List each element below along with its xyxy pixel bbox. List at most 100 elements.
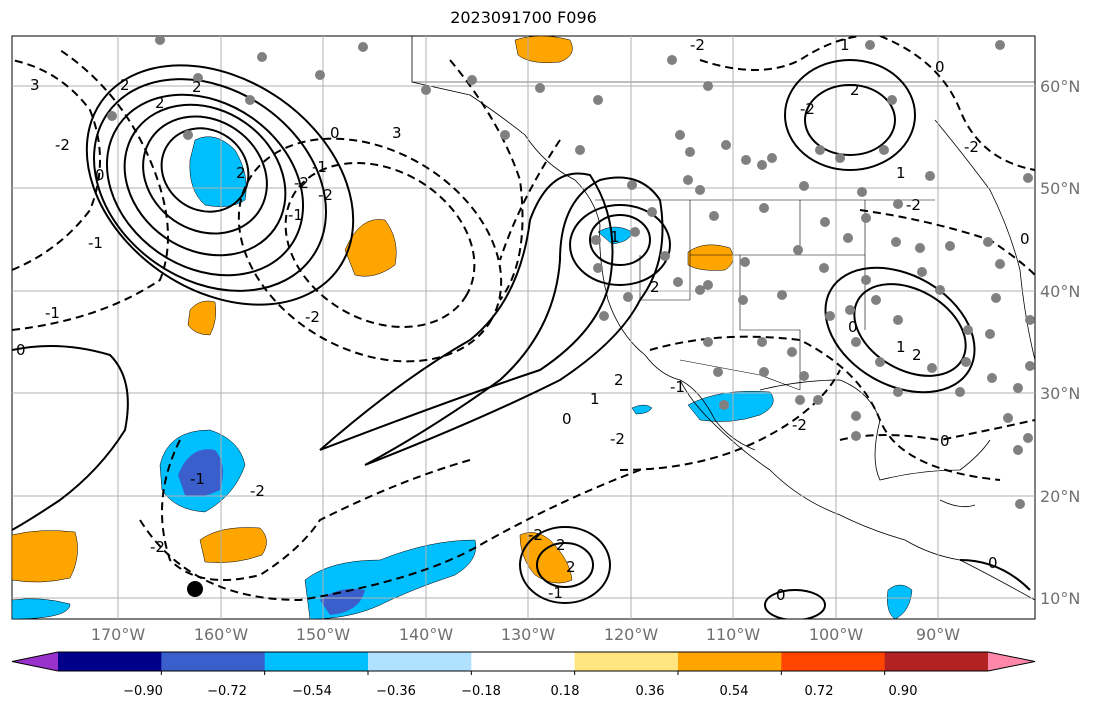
lon-label-130w: 130°W (501, 625, 556, 644)
lon-label-100w: 100°W (809, 625, 864, 644)
contour-label: 2 (912, 346, 922, 364)
contour-label: 1 (896, 338, 906, 356)
shading-regions (12, 36, 913, 619)
contour-label: -2 (150, 538, 165, 556)
contour-label: -1 (312, 158, 327, 176)
contour-label: -2 (690, 36, 705, 54)
contour-label: -1 (190, 470, 205, 488)
latitude-labels: 60°N 50°N 40°N 30°N 20°N 10°N (1040, 77, 1080, 608)
lon-label-140w: 140°W (399, 625, 454, 644)
contour-label: 3 (30, 76, 40, 94)
contour-label: 0 (935, 58, 945, 76)
lat-label-50n: 50°N (1040, 179, 1080, 198)
colorbar-tick-label: 0.18 (551, 684, 580, 699)
longitude-labels: 170°W 160°W 150°W 140°W 130°W 120°W 110°… (91, 625, 960, 644)
shade-orange-west-edge (12, 530, 78, 583)
contour-label: 0 (16, 341, 26, 359)
colorbar-tick-label: −0.90 (123, 684, 163, 699)
solid-contours (12, 59, 1031, 619)
dashed-contours (12, 36, 1035, 602)
contour-label: -2 (305, 308, 320, 326)
contour-label: -1 (670, 378, 685, 396)
contour-label: 1 (896, 164, 906, 182)
contour-label: 2 (566, 558, 576, 576)
contour-label: 1 (610, 228, 620, 246)
contour-label: 0 (940, 432, 950, 450)
colorbar-segment (368, 652, 472, 671)
contour-label: 0 (848, 318, 858, 336)
lon-label-160w: 160°W (194, 625, 249, 644)
contour-label: 0 (1020, 230, 1030, 248)
contour-label: 2 (650, 278, 660, 296)
contour-label: -2 (792, 416, 807, 434)
contour-label: -2 (55, 136, 70, 154)
map-frame (11, 35, 1036, 620)
contour-label: -2 (528, 526, 543, 544)
contour-label: 0 (330, 124, 340, 142)
special-marker (187, 581, 203, 597)
contour-label: -2 (610, 430, 625, 448)
colorbar-tick-label: −0.36 (376, 684, 416, 699)
contour-label: -1 (548, 584, 563, 602)
colorbar-tick-label: −0.54 (292, 684, 332, 699)
colorbar-segment (884, 652, 989, 671)
contour-label: 0 (562, 410, 572, 428)
colorbar-segment (574, 652, 679, 671)
shade-darkblue-south (320, 588, 365, 615)
contour-label: -1 (288, 206, 303, 224)
lon-label-90w: 90°W (916, 625, 960, 644)
contour-label: 0 (95, 166, 105, 184)
shade-blue-gulf-alaska (189, 136, 247, 207)
shade-orange-small-west (187, 300, 217, 336)
colorbar-labels: −0.90 −0.72 −0.54 −0.36 −0.18 0.18 0.36 … (123, 684, 917, 699)
contour-label: -1 (45, 304, 60, 322)
shade-darkblue-hawaii (178, 449, 224, 497)
colorbar-outline (11, 651, 1036, 672)
colorbar-segment (781, 652, 886, 671)
contour-label: 3 (392, 124, 402, 142)
shade-blue-se (887, 584, 913, 619)
colorbar-tick-label: 0.36 (636, 684, 665, 699)
colorbar-segment (161, 652, 266, 671)
shade-blue-mexico (687, 390, 774, 422)
lat-label-20n: 20°N (1040, 487, 1080, 506)
contour-label: 0 (988, 554, 998, 572)
colorbar-segment (471, 652, 576, 671)
contour-label: 2 (120, 76, 130, 94)
contour-label-group: 2 2 3 -1 -2 0 -1 2 3 -2 -2 -1 0 -1 2 -2 … (16, 36, 1030, 604)
contour-label: -2 (294, 174, 309, 192)
contour-label: 2 (850, 81, 860, 99)
station-markers (107, 36, 1035, 509)
colorbar-segment (678, 652, 782, 671)
shade-orange-interior (687, 244, 734, 271)
colorbar-tick-label: −0.18 (461, 684, 501, 699)
contour-label: -2 (800, 100, 815, 118)
contour-label: -2 (906, 196, 921, 214)
contour-label: -2 (318, 186, 333, 204)
contour-label: 2 (236, 164, 246, 182)
contour-label: -2 (250, 482, 265, 500)
contour-label: 2 (192, 78, 202, 96)
colorbar-tick-label: 0.54 (720, 684, 749, 699)
contour-label: 1 (840, 36, 850, 54)
colorbar-segment (58, 652, 162, 671)
contour-label: -2 (964, 138, 979, 156)
lat-label-10n: 10°N (1040, 589, 1080, 608)
lat-label-60n: 60°N (1040, 77, 1080, 96)
plot-title: 2023091700 F096 (450, 8, 597, 27)
lon-label-120w: 120°W (604, 625, 659, 644)
colorbar-tick-label: 0.90 (889, 684, 918, 699)
contour-label: 0 (776, 586, 786, 604)
map-content (12, 36, 1035, 619)
colorbar-extend-high (988, 652, 1035, 671)
lon-label-170w: 170°W (91, 625, 146, 644)
colorbar-tick-label: −0.72 (207, 684, 247, 699)
colorbar-segment (264, 652, 369, 671)
shade-orange-hawaii-s (199, 527, 267, 563)
contour-label: 2 (155, 94, 165, 112)
shade-orange-alaska-top (514, 36, 573, 63)
lon-label-110w: 110°W (706, 625, 761, 644)
lat-label-30n: 30°N (1040, 384, 1080, 403)
contour-label: 2 (556, 536, 566, 554)
colorbar-tick-label: 0.72 (805, 684, 834, 699)
